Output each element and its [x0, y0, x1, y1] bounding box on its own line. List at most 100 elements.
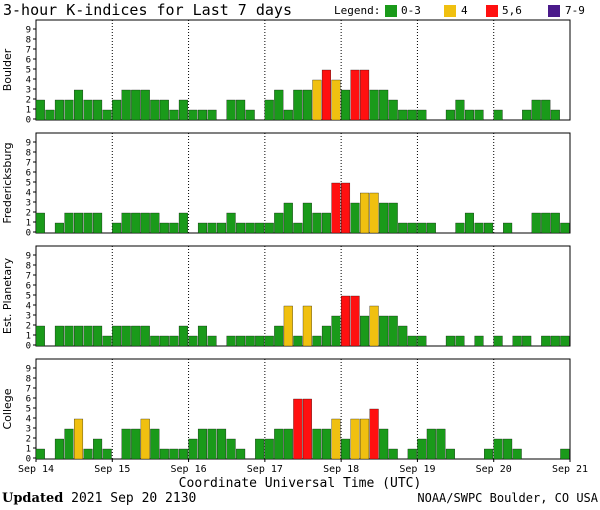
bar-college — [54, 438, 64, 460]
bar-est-planetary — [522, 335, 532, 347]
bar-boulder — [83, 99, 93, 121]
bar-fredericksburg — [503, 222, 513, 234]
bar-college — [169, 448, 179, 460]
bar-est-planetary — [379, 315, 389, 347]
bar-est-planetary — [302, 305, 312, 347]
bar-est-planetary — [121, 325, 131, 347]
bar-boulder — [331, 79, 341, 121]
bar-est-planetary — [150, 335, 160, 347]
bar-boulder — [302, 89, 312, 121]
bar-fredericksburg — [379, 202, 389, 234]
y-tick-label-boulder: 6 — [26, 56, 31, 66]
y-tick-label-est-planetary: 9 — [26, 252, 31, 262]
bar-fredericksburg — [417, 222, 427, 234]
bar-est-planetary — [417, 335, 427, 347]
bar-fredericksburg — [140, 212, 150, 234]
bar-fredericksburg — [407, 222, 417, 234]
series-label-fredericksburg: Fredericksburg — [1, 142, 14, 223]
y-tick-label-est-planetary: 3 — [26, 312, 31, 322]
updated-value: 2021 Sep 20 2130 — [71, 491, 197, 506]
bar-boulder — [197, 109, 208, 121]
x-tick-label: Sep 19 — [399, 464, 435, 475]
bar-fredericksburg — [321, 212, 331, 234]
bar-est-planetary — [541, 335, 551, 347]
bar-fredericksburg — [274, 212, 284, 234]
bar-boulder — [140, 89, 150, 121]
bar-est-planetary — [226, 335, 236, 347]
bar-est-planetary — [388, 315, 398, 347]
bar-fredericksburg — [302, 202, 312, 234]
bar-college — [493, 438, 503, 460]
bar-fredericksburg — [531, 212, 541, 234]
bar-fredericksburg — [350, 202, 360, 234]
bar-college — [484, 448, 494, 460]
bar-est-planetary — [274, 325, 284, 347]
bar-college — [150, 428, 160, 460]
bar-boulder — [188, 109, 198, 121]
bar-boulder — [417, 109, 427, 121]
bar-fredericksburg — [54, 222, 64, 234]
bar-boulder — [455, 99, 465, 121]
y-tick-label-boulder: 9 — [26, 26, 31, 36]
x-tick-label: Sep 14 — [18, 464, 54, 475]
bar-est-planetary — [560, 335, 570, 347]
y-tick-label-college: 6 — [26, 395, 31, 405]
bar-est-planetary — [73, 325, 84, 347]
bar-fredericksburg — [484, 222, 494, 234]
y-tick-label-college: 5 — [26, 405, 31, 415]
bar-est-planetary — [236, 335, 246, 347]
x-tick-label: Sep 17 — [247, 464, 283, 475]
bar-college — [436, 428, 446, 460]
bar-boulder — [236, 99, 246, 121]
bar-college — [236, 448, 246, 460]
bar-college — [426, 428, 436, 460]
bar-boulder — [150, 99, 160, 121]
bar-est-planetary — [445, 335, 455, 347]
bar-boulder — [169, 109, 179, 121]
bar-boulder — [112, 99, 122, 121]
y-tick-label-boulder: 2 — [26, 96, 31, 106]
bar-est-planetary — [140, 325, 150, 347]
bar-est-planetary — [350, 295, 360, 347]
bar-college — [188, 438, 198, 460]
y-tick-label-fredericksburg: 8 — [26, 149, 31, 159]
bar-est-planetary — [455, 335, 465, 347]
legend-swatch-quiet — [385, 5, 397, 17]
bar-boulder — [121, 89, 131, 121]
bar-fredericksburg — [255, 222, 265, 234]
bar-boulder — [445, 109, 455, 121]
bar-boulder — [350, 69, 360, 121]
y-tick-label-boulder: 7 — [26, 46, 31, 56]
bar-fredericksburg — [426, 222, 436, 234]
bar-est-planetary — [550, 335, 560, 347]
bar-fredericksburg — [150, 212, 160, 234]
bar-boulder — [35, 99, 45, 121]
legend-label: Legend: — [334, 4, 381, 17]
bar-boulder — [245, 109, 255, 121]
bar-college — [159, 448, 169, 460]
bar-est-planetary — [321, 325, 331, 347]
bar-fredericksburg — [226, 212, 236, 234]
bar-est-planetary — [159, 335, 169, 347]
bar-est-planetary — [264, 335, 274, 347]
x-tick-label: Sep 20 — [476, 464, 512, 475]
bar-est-planetary — [83, 325, 93, 347]
bar-boulder — [388, 99, 398, 121]
series-label-est-planetary: Est. Planetary — [1, 257, 14, 334]
bar-boulder — [159, 99, 169, 121]
x-tick-label: Sep 15 — [94, 464, 130, 475]
y-tick-label-college: 8 — [26, 375, 31, 385]
bar-boulder — [73, 89, 84, 121]
y-tick-label-fredericksburg: 5 — [26, 179, 31, 189]
bar-est-planetary — [293, 335, 303, 347]
bar-college — [73, 418, 84, 460]
bar-est-planetary — [340, 295, 351, 347]
bar-est-planetary — [112, 325, 122, 347]
y-tick-label-est-planetary: 2 — [26, 322, 31, 332]
bar-fredericksburg — [178, 212, 188, 234]
legend-item-severe: 7-9 — [565, 4, 585, 17]
source-credit: NOAA/SWPC Boulder, CO USA — [417, 491, 598, 505]
bar-college — [331, 418, 341, 460]
y-tick-label-boulder: 3 — [26, 86, 31, 96]
legend-swatch-active — [444, 5, 456, 17]
